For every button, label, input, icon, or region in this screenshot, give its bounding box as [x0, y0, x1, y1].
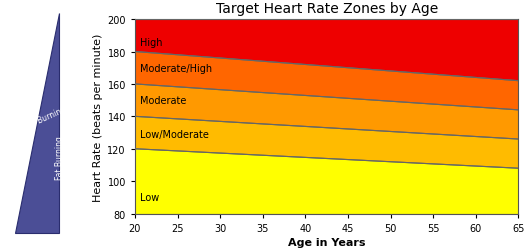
- Text: Low: Low: [140, 192, 159, 202]
- Polygon shape: [15, 14, 59, 233]
- Text: Glycogen Burning: Glycogen Burning: [1, 105, 67, 140]
- X-axis label: Age in Years: Age in Years: [288, 237, 366, 247]
- Text: Moderate/High: Moderate/High: [140, 64, 212, 74]
- Text: Low/Moderate: Low/Moderate: [140, 130, 209, 140]
- Title: Target Heart Rate Zones by Age: Target Heart Rate Zones by Age: [215, 2, 438, 16]
- Text: Moderate: Moderate: [140, 96, 186, 106]
- Text: Fat Burning: Fat Burning: [54, 135, 63, 179]
- Y-axis label: Heart Rate (beats per minute): Heart Rate (beats per minute): [93, 33, 103, 201]
- Text: High: High: [140, 38, 162, 48]
